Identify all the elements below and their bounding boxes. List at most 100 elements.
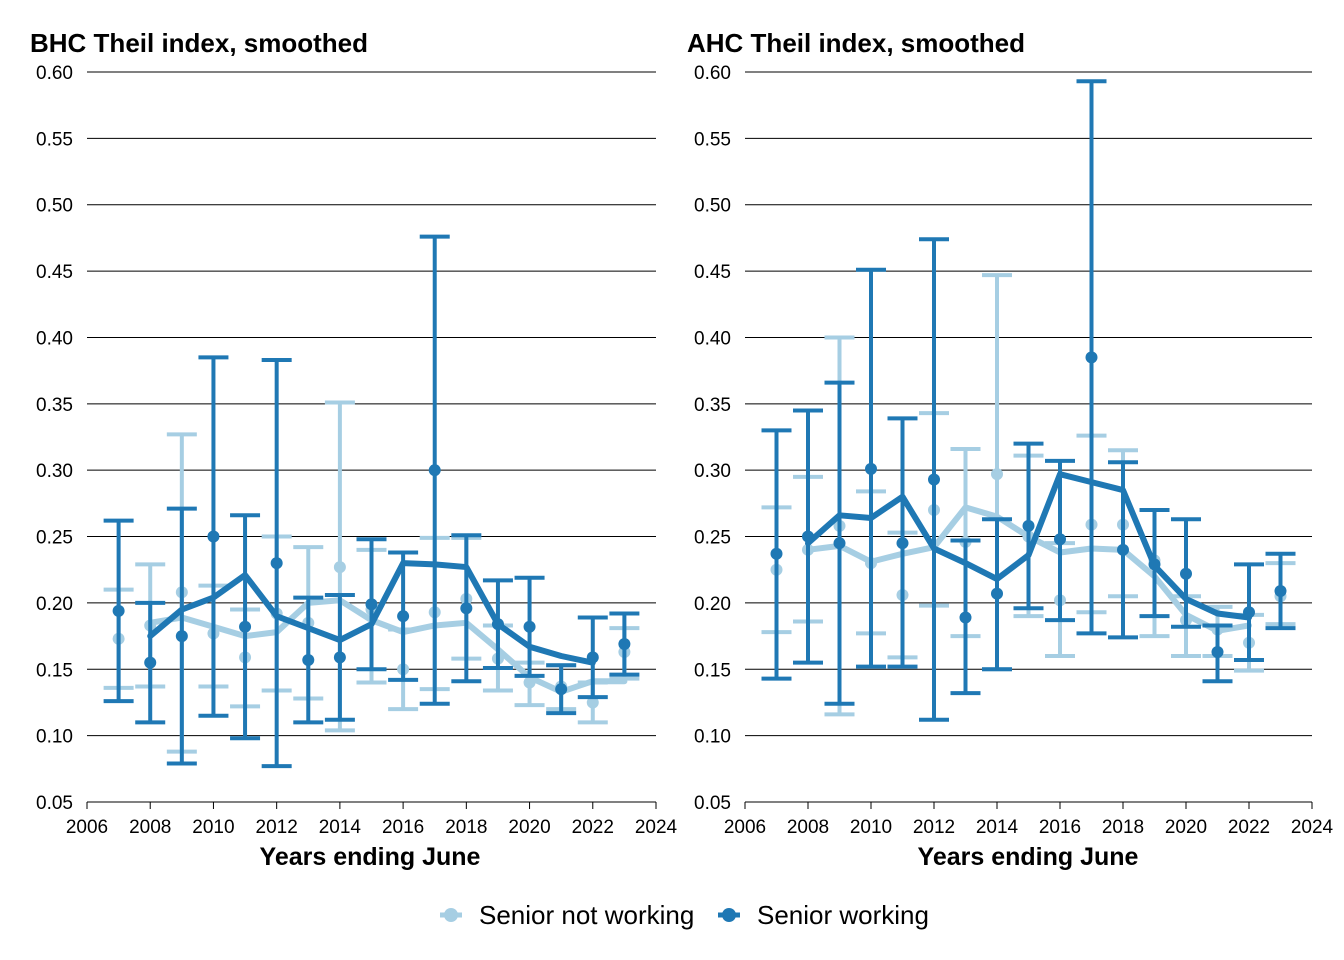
x-tick-label: 2014 xyxy=(319,817,362,838)
data-point xyxy=(1274,584,1287,597)
series-senior-working xyxy=(103,234,640,769)
x-tick-label: 2022 xyxy=(572,817,614,838)
x-tick-label: 2006 xyxy=(66,817,108,838)
data-point xyxy=(1148,558,1161,571)
y-tick-label: 0.50 xyxy=(36,196,73,217)
legend-label: Senior not working xyxy=(479,900,694,930)
data-point xyxy=(523,620,536,633)
y-tick-label: 0.40 xyxy=(36,328,73,349)
data-point xyxy=(460,602,473,615)
legend: Senior not working Senior working xyxy=(440,900,929,930)
x-tick-label: 2016 xyxy=(1039,817,1081,838)
y-tick-label: 0.30 xyxy=(694,461,731,482)
x-tick-label: 2024 xyxy=(635,817,678,838)
legend-item: Senior working xyxy=(718,900,929,930)
data-point xyxy=(397,610,410,623)
smoothed-line xyxy=(147,597,628,695)
y-tick-label: 0.05 xyxy=(694,793,731,814)
data-point xyxy=(1117,543,1129,556)
data-point xyxy=(1243,606,1255,619)
legend-label: Senior working xyxy=(757,900,929,930)
y-tick-label: 0.45 xyxy=(694,262,731,283)
x-tick-label: 2024 xyxy=(1291,817,1334,838)
data-point xyxy=(270,557,283,570)
data-point xyxy=(333,651,346,664)
data-point xyxy=(333,561,346,574)
y-tick-label: 0.55 xyxy=(36,129,73,150)
y-tick-label: 0.10 xyxy=(694,727,731,748)
y-tick-label: 0.30 xyxy=(36,461,73,482)
data-point xyxy=(959,611,972,624)
x-tick-label: 2018 xyxy=(1102,817,1144,838)
data-point xyxy=(302,653,315,666)
chart-panel-1: BHC Theil index, smoothed 0.05 0.10 0.15 0.2… xyxy=(30,28,678,871)
series-senior-working xyxy=(761,79,1296,722)
x-tick-label: 2008 xyxy=(787,817,829,838)
x-tick-label: 2012 xyxy=(256,817,298,838)
data-point xyxy=(586,696,599,709)
y-tick-label: 0.55 xyxy=(694,129,731,150)
data-point xyxy=(175,630,188,643)
chart-title: BHC Theil index, smoothed xyxy=(30,28,368,58)
y-tick-label: 0.60 xyxy=(694,63,731,84)
chart-title: AHC Theil index, smoothed xyxy=(687,28,1025,58)
smoothed-line xyxy=(805,471,1252,621)
x-tick-label: 2018 xyxy=(445,817,487,838)
data-point xyxy=(1211,646,1224,659)
y-tick-label: 0.20 xyxy=(36,594,73,615)
data-point xyxy=(1022,519,1035,532)
legend-swatch-dot xyxy=(444,908,458,922)
y-tick-label: 0.15 xyxy=(694,660,731,681)
data-point xyxy=(1054,533,1066,546)
data-point xyxy=(207,530,220,543)
data-point xyxy=(802,530,814,543)
x-tick-label: 2010 xyxy=(850,817,892,838)
chart-panel-2: AHC Theil index, smoothed 0.05 0.10 0.15 0.2… xyxy=(687,28,1334,871)
x-tick-label: 2012 xyxy=(913,817,955,838)
data-point xyxy=(365,598,378,611)
data-point xyxy=(991,468,1003,481)
data-point xyxy=(618,638,631,651)
x-tick-label: 2022 xyxy=(1228,817,1270,838)
y-tick-label: 0.60 xyxy=(36,63,73,84)
y-tick-label: 0.50 xyxy=(694,196,731,217)
x-tick-label: 2014 xyxy=(976,817,1019,838)
y-tick-label: 0.10 xyxy=(36,727,73,748)
data-point xyxy=(523,676,536,689)
legend-item: Senior not working xyxy=(440,900,694,930)
data-point xyxy=(586,651,599,664)
y-tick-label: 0.15 xyxy=(36,660,73,681)
data-point xyxy=(770,547,783,560)
smoothed-line xyxy=(147,560,596,666)
y-tick-label: 0.35 xyxy=(36,395,73,416)
data-point xyxy=(896,537,909,550)
y-tick-label: 0.40 xyxy=(694,328,731,349)
data-point xyxy=(865,462,877,475)
y-tick-label: 0.35 xyxy=(694,395,731,416)
x-tick-label: 2020 xyxy=(508,817,550,838)
x-tick-label: 2010 xyxy=(192,817,234,838)
data-point xyxy=(428,464,441,477)
data-point xyxy=(833,537,846,550)
data-point xyxy=(555,683,568,696)
data-point xyxy=(1180,567,1192,580)
y-tick-label: 0.45 xyxy=(36,262,73,283)
x-axis-title: Years ending June xyxy=(918,843,1139,871)
x-tick-label: 2016 xyxy=(382,817,424,838)
data-point xyxy=(144,656,157,669)
x-tick-label: 2008 xyxy=(129,817,171,838)
legend-swatch-dot xyxy=(722,908,736,922)
y-tick-label: 0.05 xyxy=(36,793,73,814)
data-point xyxy=(112,604,125,617)
data-point xyxy=(928,473,940,486)
x-tick-label: 2006 xyxy=(724,817,766,838)
y-tick-label: 0.25 xyxy=(36,528,73,549)
data-point xyxy=(1085,351,1098,364)
y-tick-label: 0.20 xyxy=(694,594,731,615)
data-point xyxy=(991,587,1003,600)
y-tick-label: 0.25 xyxy=(694,528,731,549)
x-axis-title: Years ending June xyxy=(260,843,481,871)
x-tick-label: 2020 xyxy=(1165,817,1207,838)
data-point xyxy=(239,620,252,633)
